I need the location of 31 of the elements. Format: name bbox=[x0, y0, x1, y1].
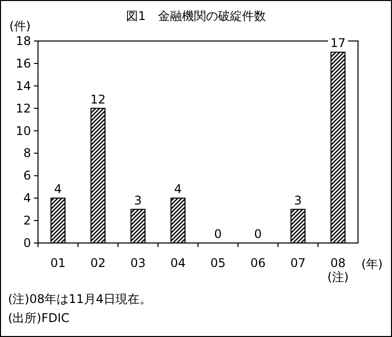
xtick: 01 bbox=[50, 256, 66, 270]
xtick: 07 bbox=[290, 256, 306, 270]
ytick: 10 bbox=[16, 124, 31, 138]
xtick: 05 bbox=[210, 256, 226, 270]
ytick: 14 bbox=[16, 78, 31, 93]
data-label: 4 bbox=[174, 182, 182, 196]
data-label: 0 bbox=[254, 227, 262, 241]
xlabel: (年) bbox=[361, 257, 383, 271]
data-label: 3 bbox=[134, 193, 142, 208]
ytick: 12 bbox=[16, 101, 31, 116]
ylabel: (件) bbox=[9, 19, 31, 33]
xtick: 02 bbox=[90, 256, 106, 270]
ytick: 16 bbox=[16, 56, 31, 70]
xtick: 04 bbox=[170, 256, 186, 270]
xtick: 06 bbox=[250, 256, 266, 270]
data-label: 4 bbox=[54, 182, 62, 196]
data-label: 3 bbox=[294, 193, 302, 208]
ytick: 0 bbox=[23, 236, 31, 250]
xtick: 08 (注) bbox=[327, 256, 349, 284]
ytick: 8 bbox=[23, 146, 31, 160]
xtick: 03 bbox=[130, 256, 146, 270]
annotation: (出所)FDIC bbox=[8, 311, 70, 325]
annotation: (注)08年は11月4日現在。 bbox=[8, 292, 152, 306]
ytick: 6 bbox=[23, 168, 31, 183]
data-label: 12 bbox=[90, 92, 106, 106]
ytick: 2 bbox=[23, 214, 31, 228]
ytick: 4 bbox=[23, 191, 31, 206]
data-label: 17 bbox=[330, 36, 346, 50]
title: 図1 金融機関の破綻件数 bbox=[126, 9, 266, 23]
ytick: 18 bbox=[16, 34, 31, 48]
data-label: 0 bbox=[214, 227, 222, 241]
